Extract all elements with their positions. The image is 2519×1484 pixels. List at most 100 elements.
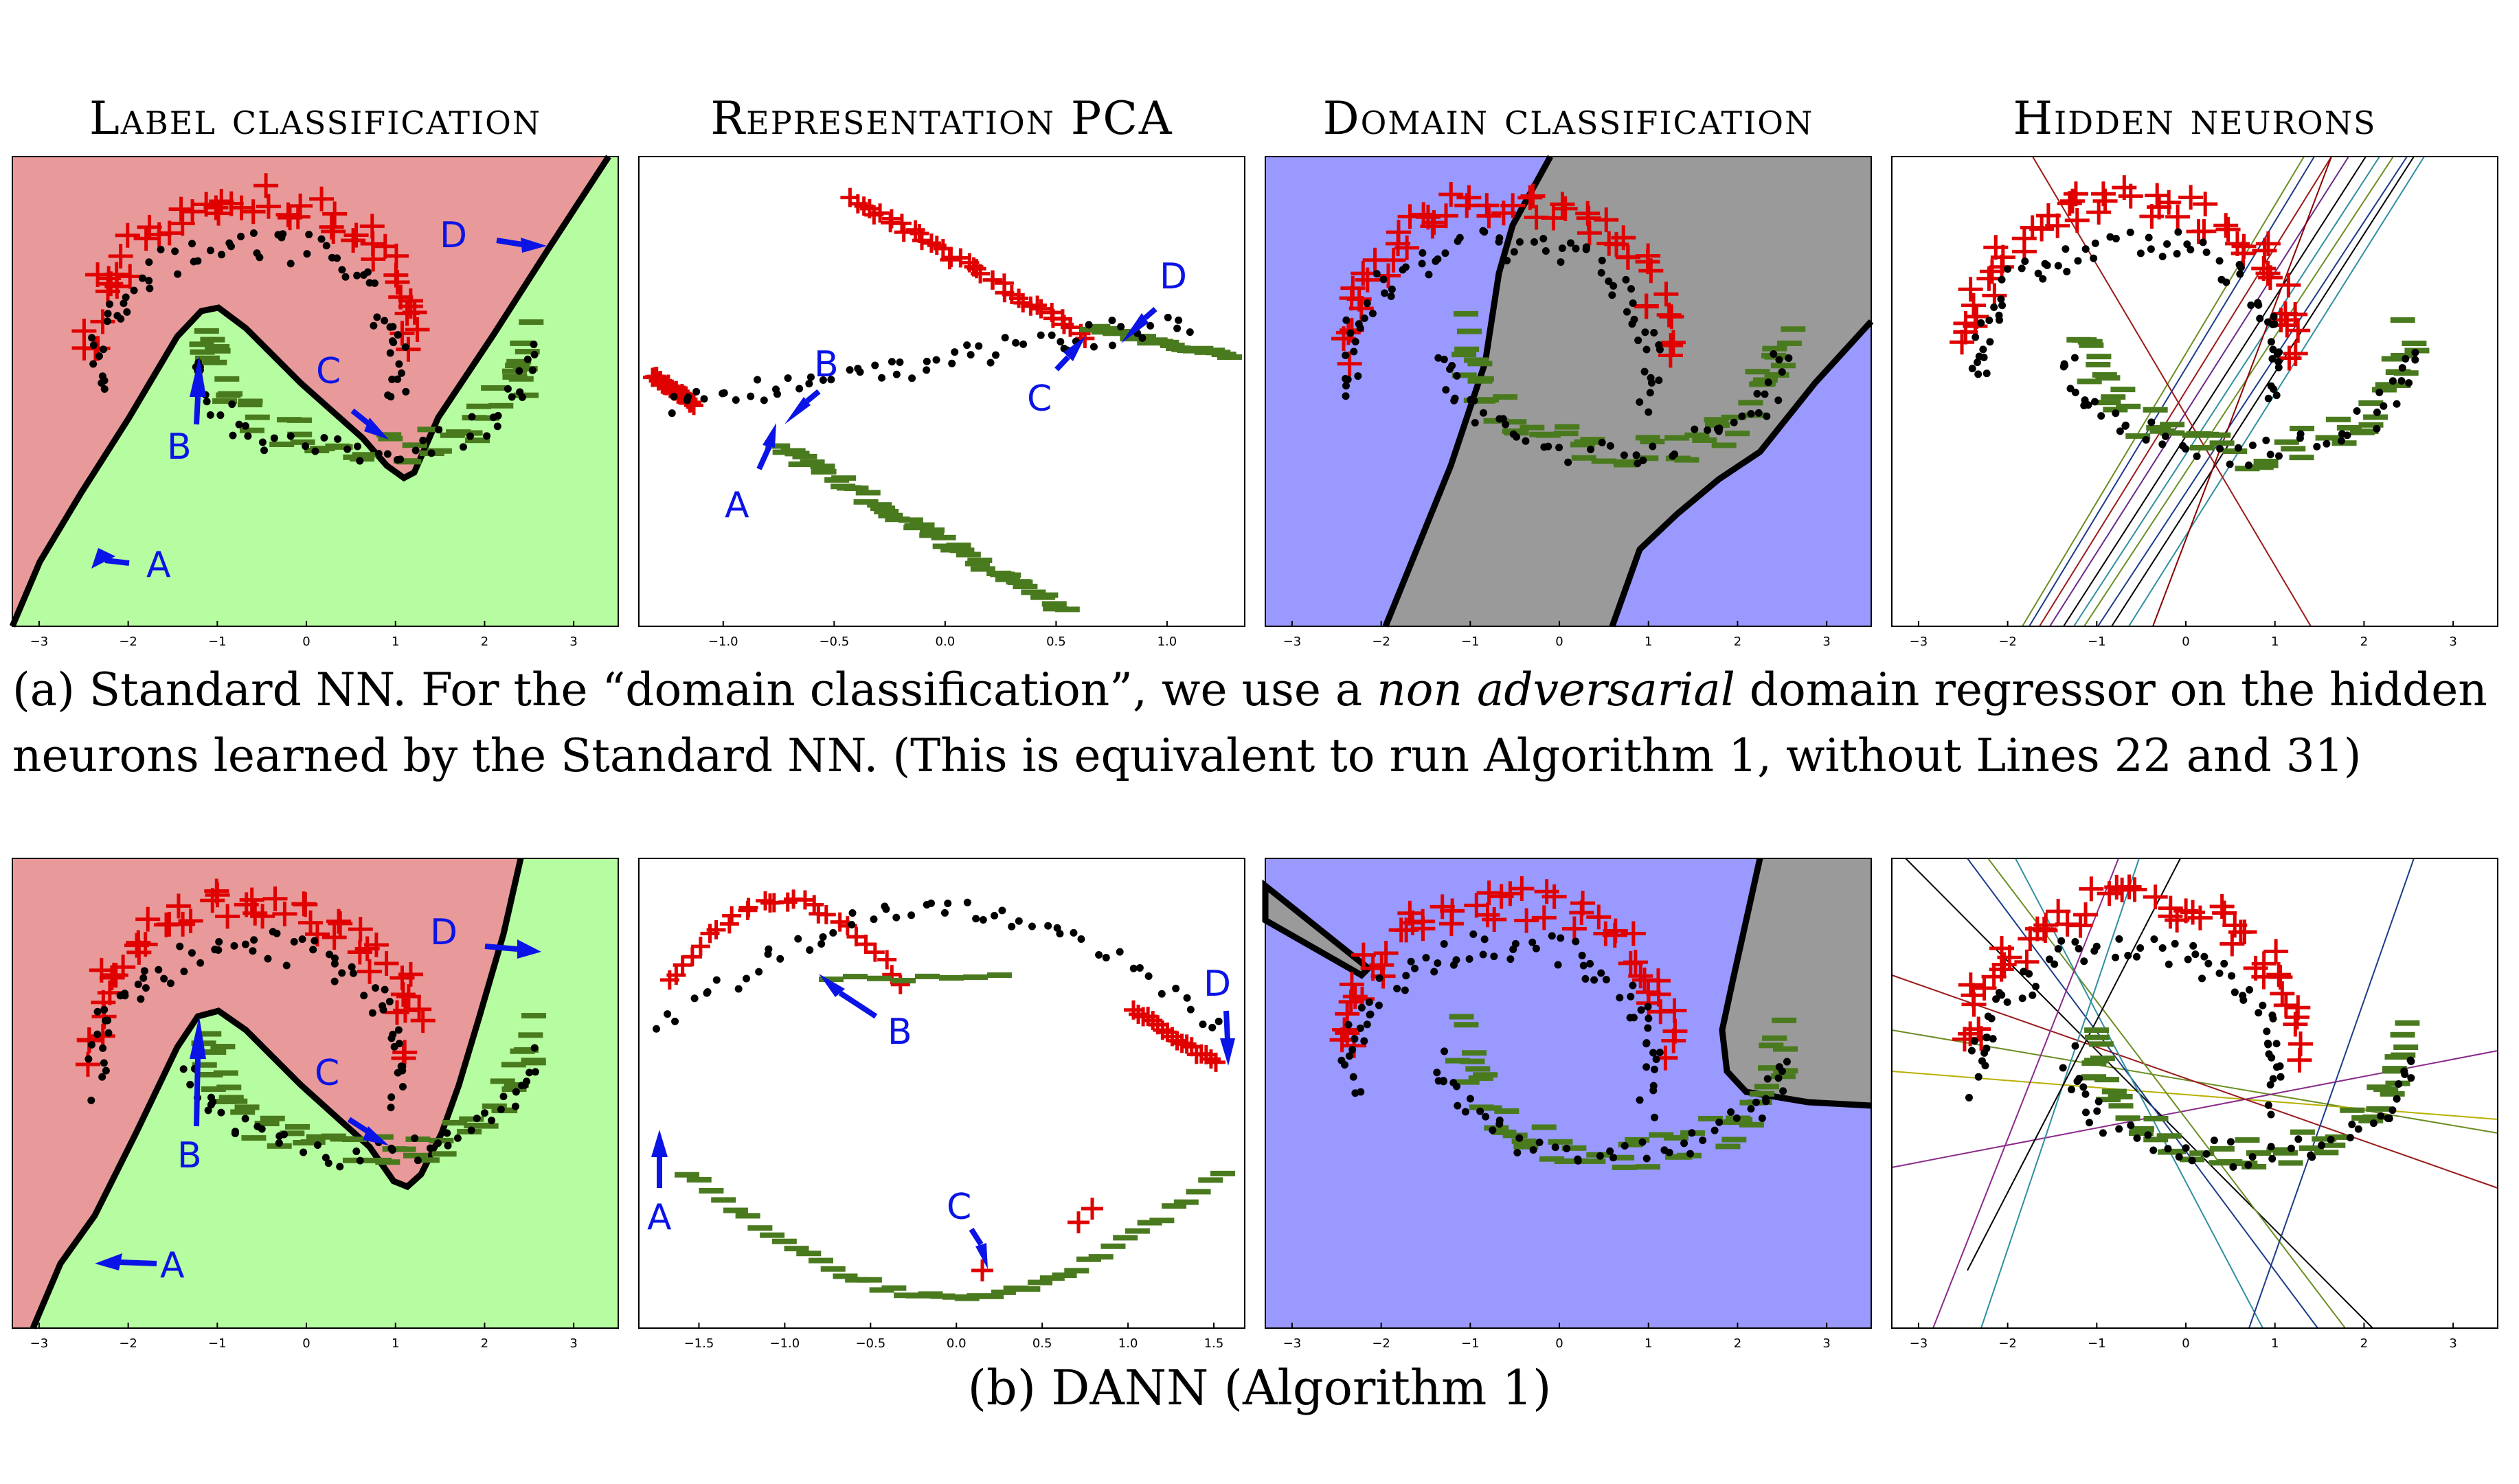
source-negative-mark	[1039, 1275, 1065, 1281]
annotation-arrows	[756, 306, 1157, 470]
x-tick-label: −1	[2088, 1336, 2106, 1351]
source-positive-mark	[1520, 183, 1546, 209]
target-mark	[1375, 974, 1383, 982]
target-mark	[104, 310, 112, 318]
target-mark	[1655, 341, 1663, 349]
target-mark	[1779, 1087, 1787, 1095]
target-mark	[1419, 249, 1427, 257]
target-mark	[2353, 407, 2361, 415]
target-mark	[1655, 376, 1663, 385]
target-mark	[1686, 1150, 1694, 1158]
target-mark	[2150, 935, 2158, 944]
target-mark	[2187, 245, 2195, 253]
source-negative-mark	[368, 1134, 394, 1140]
source-negative-mark	[2081, 1060, 2107, 1066]
source-negative-mark	[2386, 383, 2411, 389]
target-mark	[2003, 998, 2011, 1006]
target-mark	[2318, 1141, 2326, 1150]
target-mark	[2142, 435, 2150, 444]
caption-a-line1-pre: (a) Standard NN. For the “domain classif…	[12, 663, 1377, 716]
source-negative-mark	[885, 516, 910, 523]
target-mark	[1605, 277, 1613, 286]
source-positive-mark	[1206, 1052, 1225, 1072]
target-mark	[2173, 250, 2181, 258]
target-mark	[309, 946, 317, 954]
source-positive-mark	[2224, 231, 2250, 256]
target-mark	[1626, 1014, 1634, 1022]
target-mark	[1199, 1020, 1207, 1029]
target-mark	[146, 284, 154, 293]
target-mark	[1992, 995, 2000, 1003]
target-mark	[2133, 1134, 2141, 1142]
target-mark	[389, 1030, 397, 1038]
target-mark	[1001, 334, 1009, 342]
target-mark	[1738, 412, 1746, 420]
target-mark	[1642, 345, 1651, 354]
target-mark	[1574, 1155, 1582, 1163]
source-positive-mark	[1386, 231, 1411, 256]
target-mark	[360, 992, 368, 1000]
target-mark	[160, 974, 168, 983]
target-mark	[1513, 1149, 1522, 1157]
target-mark	[1665, 1148, 1673, 1156]
target-mark	[411, 446, 420, 455]
source-positive-mark	[389, 321, 415, 346]
target-mark	[2079, 1083, 2088, 1091]
target-mark	[1495, 234, 1504, 242]
x-tick-label: −2	[1372, 635, 1390, 649]
source-positive-mark	[1586, 904, 1612, 930]
target-mark	[414, 1156, 422, 1165]
source-positive-mark	[298, 910, 324, 935]
target-mark	[1758, 1114, 1766, 1122]
target-mark	[203, 398, 211, 406]
target-mark	[1629, 981, 1637, 990]
target-mark	[1440, 940, 1448, 948]
target-mark	[1441, 1047, 1449, 1055]
target-mark	[1351, 337, 1359, 345]
source-negative-mark	[514, 392, 539, 398]
target-mark	[1057, 338, 1065, 346]
source-negative-mark	[711, 1197, 736, 1203]
source-negative-mark	[2129, 1126, 2154, 1132]
source-negative-mark	[1773, 1046, 1798, 1052]
target-mark	[330, 959, 339, 968]
target-mark	[1355, 320, 1363, 328]
target-mark	[2274, 452, 2283, 460]
target-mark	[1754, 409, 1763, 417]
target-mark	[2259, 1001, 2267, 1009]
source-negative-mark	[427, 448, 452, 454]
target-mark	[2210, 1137, 2218, 1145]
source-negative-mark	[2235, 1137, 2260, 1143]
panel-a-hidden-neurons: −3 −2 −1 0 1 2 3	[1891, 156, 2498, 649]
source-negative-mark	[2146, 424, 2171, 431]
target-mark	[2066, 385, 2075, 393]
source-negative-mark	[1715, 1143, 1741, 1150]
target-mark	[1764, 378, 1772, 387]
source-positive-mark	[2139, 204, 2165, 229]
target-mark	[2388, 1106, 2397, 1115]
source-positive-mark	[1491, 201, 1516, 226]
target-mark	[1983, 369, 1991, 378]
source-negative-mark	[287, 431, 313, 437]
target-mark	[1627, 992, 1635, 1001]
target-mark	[521, 1081, 529, 1089]
x-tick-label: −1	[1461, 1336, 1480, 1351]
target-mark	[145, 277, 153, 285]
target-mark	[2091, 239, 2099, 247]
target-mark	[1636, 1096, 1644, 1104]
source-negative-mark	[1015, 1286, 1041, 1292]
source-positive-mark	[1068, 1211, 1089, 1233]
source-negative-mark	[375, 1159, 400, 1165]
target-mark	[258, 1125, 266, 1133]
target-mark	[2086, 1119, 2094, 1127]
target-mark	[991, 911, 999, 920]
target-mark	[157, 245, 165, 253]
target-mark	[2262, 436, 2270, 444]
target-mark	[1649, 1082, 1658, 1090]
target-mark	[2149, 1146, 2158, 1154]
source-negative-mark	[2086, 354, 2112, 360]
target-mark	[2204, 959, 2213, 968]
source-negative-mark	[963, 974, 988, 980]
source-positive-mark	[1397, 204, 1423, 229]
source-negative-mark	[1759, 1042, 1784, 1049]
